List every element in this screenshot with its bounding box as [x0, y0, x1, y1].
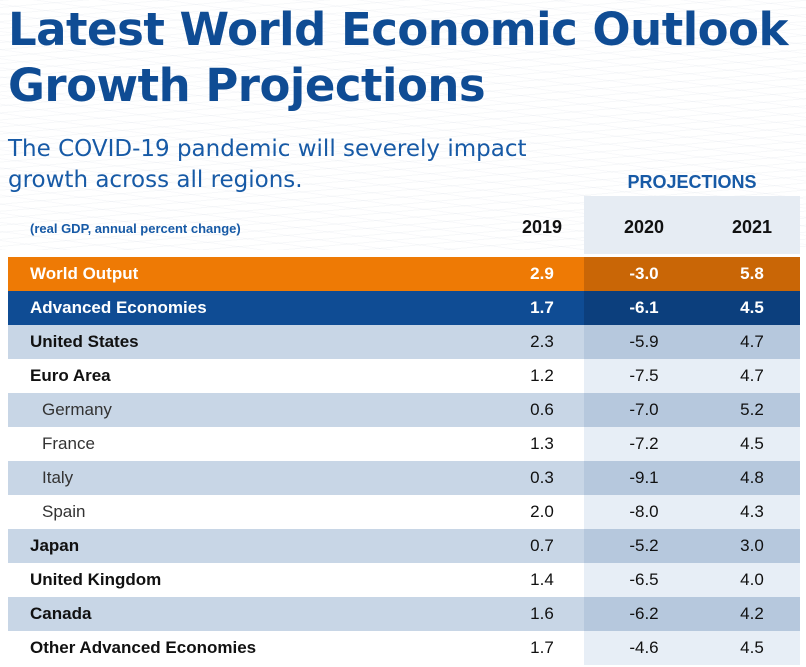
projections-header-band	[584, 196, 800, 254]
projection-shade-2020	[584, 257, 692, 291]
table-row: Japan 0.7 -5.2 3.0	[8, 529, 800, 563]
projection-shade-2020	[584, 597, 692, 631]
value-cell-2020: -4.6	[629, 638, 659, 657]
value-cell-2021: 5.2	[740, 400, 764, 419]
table-row: United Kingdom 1.4 -6.5 4.0	[8, 563, 800, 597]
value-cell-2019: 2.3	[530, 332, 554, 351]
table-row: World Output 2.9 -3.0 5.8	[8, 257, 800, 291]
row-label: Italy	[42, 468, 74, 487]
value-cell-2021: 4.7	[740, 332, 764, 351]
value-cell-2021: 3.0	[740, 536, 764, 555]
value-cell-2020: -7.5	[629, 366, 659, 385]
value-cell-2021: 4.5	[740, 638, 764, 657]
table-row: Other Advanced Economies 1.7 -4.6 4.5	[8, 631, 800, 665]
projection-shade-2020	[584, 529, 692, 563]
row-label: France	[42, 434, 95, 453]
value-cell-2020: -6.1	[629, 298, 659, 317]
value-cell-2020: -7.2	[629, 434, 659, 453]
row-label: Other Advanced Economies	[30, 638, 257, 657]
table-row: Germany 0.6 -7.0 5.2	[8, 393, 800, 427]
row-label: Advanced Economies	[30, 298, 207, 317]
row-label: Canada	[30, 604, 92, 623]
value-cell-2020: -8.0	[629, 502, 659, 521]
page-title: Latest World Economic Outlook Growth Pro…	[8, 3, 788, 112]
row-label: Japan	[30, 536, 80, 555]
projection-shade-2020	[584, 495, 692, 529]
projection-shade-2021	[692, 325, 800, 359]
projection-shade-2020	[584, 631, 692, 665]
value-cell-2020: -7.0	[629, 400, 659, 419]
projection-shade-2020	[584, 563, 692, 597]
projection-shade-2020	[584, 393, 692, 427]
value-cell-2021: 4.8	[740, 468, 764, 487]
row-label: United States	[30, 332, 139, 351]
projection-shade-2021	[692, 495, 800, 529]
projection-shade-2020	[584, 427, 692, 461]
projection-shade-2021	[692, 563, 800, 597]
value-cell-2020: -6.5	[629, 570, 659, 589]
projection-shade-2021	[692, 461, 800, 495]
table-row: Italy 0.3 -9.1 4.8	[8, 461, 800, 495]
value-cell-2019: 1.6	[530, 604, 554, 623]
value-cell-2020: -3.0	[629, 264, 659, 283]
projection-shade-2021	[692, 291, 800, 325]
projection-shade-2021	[692, 257, 800, 291]
value-cell-2021: 4.5	[740, 298, 764, 317]
column-header-2021: 2021	[731, 217, 773, 237]
row-label: Euro Area	[30, 366, 111, 385]
units-note: (real GDP, annual percent change)	[30, 221, 241, 236]
value-cell-2019: 0.6	[530, 400, 554, 419]
page-subtitle: The COVID-19 pandemic will severely impa…	[8, 136, 527, 193]
value-cell-2021: 5.8	[740, 264, 764, 283]
projection-shade-2021	[692, 529, 800, 563]
projection-shade-2021	[692, 393, 800, 427]
projection-shade-2021	[692, 597, 800, 631]
value-cell-2019: 2.0	[530, 502, 554, 521]
value-cell-2020: -6.2	[629, 604, 659, 623]
row-label: Germany	[42, 400, 112, 419]
table-row: Canada 1.6 -6.2 4.2	[8, 597, 800, 631]
table-row: Euro Area 1.2 -7.5 4.7	[8, 359, 800, 393]
projection-shade-2021	[692, 631, 800, 665]
value-cell-2020: -9.1	[629, 468, 659, 487]
value-cell-2019: 2.9	[530, 264, 554, 283]
value-cell-2019: 1.3	[530, 434, 554, 453]
value-cell-2019: 1.2	[530, 366, 554, 385]
table-row: France 1.3 -7.2 4.5	[8, 427, 800, 461]
projections-label: PROJECTIONS	[627, 172, 757, 192]
value-cell-2019: 1.4	[530, 570, 554, 589]
table-row: United States 2.3 -5.9 4.7	[8, 325, 800, 359]
value-cell-2020: -5.2	[629, 536, 659, 555]
row-label: World Output	[30, 264, 139, 283]
value-cell-2021: 4.5	[740, 434, 764, 453]
row-label: United Kingdom	[30, 570, 162, 589]
projection-shade-2020	[584, 461, 692, 495]
projection-shade-2021	[692, 427, 800, 461]
value-cell-2021: 4.0	[740, 570, 764, 589]
projection-shade-2020	[584, 359, 692, 393]
table-row: Advanced Economies 1.7 -6.1 4.5	[8, 291, 800, 325]
value-cell-2021: 4.7	[740, 366, 764, 385]
value-cell-2019: 0.7	[530, 536, 554, 555]
value-cell-2019: 1.7	[530, 298, 554, 317]
value-cell-2019: 1.7	[530, 638, 554, 657]
value-cell-2021: 4.2	[740, 604, 764, 623]
projection-shade-2020	[584, 291, 692, 325]
column-header-2019: 2019	[521, 217, 563, 237]
projection-shade-2020	[584, 325, 692, 359]
column-header-2020: 2020	[623, 217, 665, 237]
row-label: Spain	[42, 502, 86, 521]
table-row: Spain 2.0 -8.0 4.3	[8, 495, 800, 529]
value-cell-2021: 4.3	[740, 502, 764, 521]
value-cell-2019: 0.3	[530, 468, 554, 487]
value-cell-2020: -5.9	[629, 332, 659, 351]
growth-table: World Output 2.9 -3.0 5.8 Advanced Economies…	[8, 257, 800, 665]
projection-shade-2021	[692, 359, 800, 393]
